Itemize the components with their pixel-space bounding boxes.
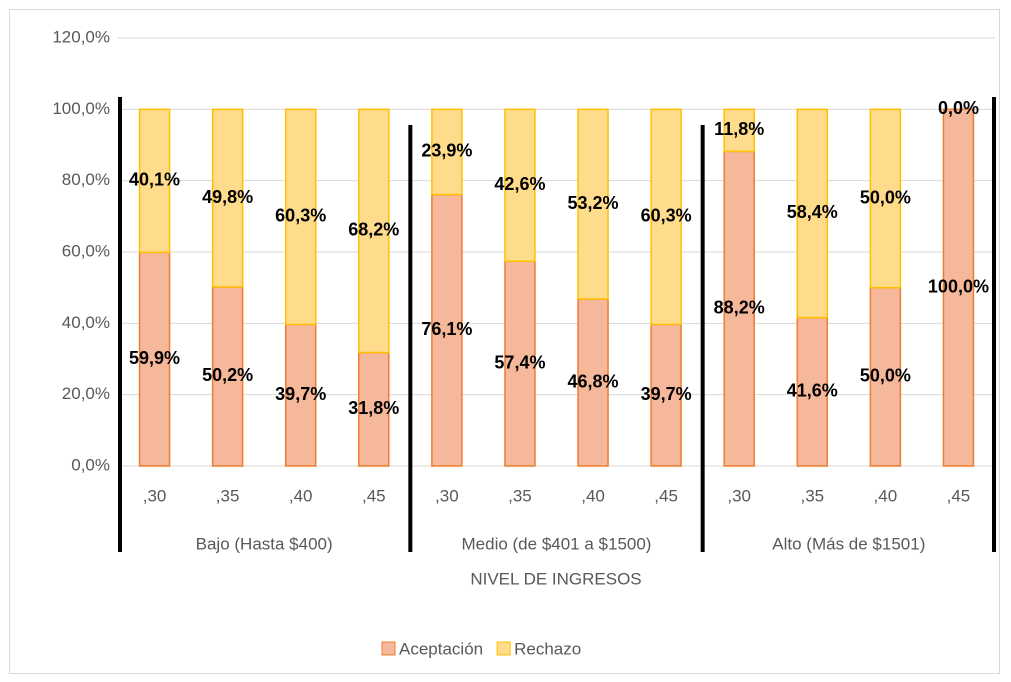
data-label: 68,2%: [348, 220, 399, 240]
bar-segment: [577, 298, 609, 467]
x-tick-label: ,35: [508, 486, 532, 505]
data-label: 50,2%: [202, 365, 253, 385]
x-tick-label: ,40: [874, 486, 898, 505]
bar-segment: [796, 108, 829, 319]
bar-segment: [869, 108, 902, 289]
group-label: Medio (de $401 a $1500): [462, 534, 652, 553]
bar-segment: [650, 323, 682, 467]
x-tick-label: ,35: [216, 486, 240, 505]
bar-segment: [138, 251, 171, 467]
bar-segment: [284, 323, 317, 467]
data-label: 60,3%: [275, 206, 326, 226]
bar-segment: [358, 351, 390, 467]
data-label: 50,0%: [860, 366, 911, 386]
data-label: 57,4%: [494, 352, 545, 372]
bar-segment: [869, 286, 902, 467]
x-tick-label: ,35: [800, 486, 824, 505]
legend-swatch: [381, 641, 396, 656]
x-tick-label: ,30: [435, 486, 459, 505]
bar-segment: [211, 286, 244, 467]
bar-segment: [942, 108, 975, 467]
y-tick-label: 20,0%: [62, 384, 110, 403]
data-label: 53,2%: [568, 193, 619, 213]
bar-segment: [723, 108, 755, 153]
x-tick-label: ,45: [362, 486, 386, 505]
data-label: 76,1%: [421, 319, 472, 339]
legend-label: Aceptación: [399, 639, 483, 658]
x-axis-title: NIVEL DE INGRESOS: [470, 569, 641, 588]
bar-segment: [796, 316, 829, 467]
bar-segment: [431, 108, 463, 196]
data-label: 100,0%: [928, 276, 989, 296]
data-label: 59,9%: [129, 348, 180, 368]
y-tick-label: 60,0%: [62, 241, 110, 260]
data-label: 23,9%: [421, 141, 472, 161]
bar-segment: [723, 150, 755, 467]
bar-segment: [211, 108, 244, 288]
legend-label: Rechazo: [514, 639, 581, 658]
y-tick-label: 120,0%: [52, 27, 110, 46]
x-tick-label: ,30: [727, 486, 751, 505]
data-label: 11,8%: [714, 119, 764, 139]
bar-segment: [650, 108, 682, 326]
data-label: 31,8%: [348, 398, 399, 418]
data-label: 88,2%: [714, 297, 765, 317]
data-label: 49,8%: [202, 187, 253, 207]
data-label: 42,6%: [494, 174, 545, 194]
group-label: Alto (Más de $1501): [772, 534, 925, 553]
data-label: 58,4%: [787, 202, 838, 222]
data-label: 39,7%: [641, 384, 692, 404]
x-tick-label: ,45: [654, 486, 678, 505]
y-tick-label: 80,0%: [62, 170, 110, 189]
bar-segment: [358, 108, 390, 354]
bar-segment: [284, 108, 317, 326]
data-label: 0,0%: [938, 98, 979, 118]
data-label: 46,8%: [568, 371, 619, 391]
y-tick-label: 40,0%: [62, 313, 110, 332]
legend-swatch: [496, 641, 511, 656]
y-tick-label: 0,0%: [71, 455, 110, 474]
y-tick-label: 100,0%: [52, 99, 110, 118]
group-label: Bajo (Hasta $400): [196, 534, 333, 553]
bar-segment: [138, 108, 171, 254]
data-label: 41,6%: [787, 381, 838, 401]
bar-segment: [431, 193, 463, 467]
bar-segment: [504, 108, 536, 263]
bar-segment: [504, 260, 536, 467]
x-tick-label: ,40: [581, 486, 605, 505]
data-label: 60,3%: [641, 206, 692, 226]
data-label: 50,0%: [860, 187, 911, 207]
data-label: 39,7%: [275, 384, 326, 404]
x-tick-label: ,40: [289, 486, 313, 505]
x-tick-label: ,30: [143, 486, 167, 505]
data-label: 40,1%: [129, 170, 180, 190]
bar-segment: [577, 108, 609, 300]
x-tick-label: ,45: [947, 486, 971, 505]
